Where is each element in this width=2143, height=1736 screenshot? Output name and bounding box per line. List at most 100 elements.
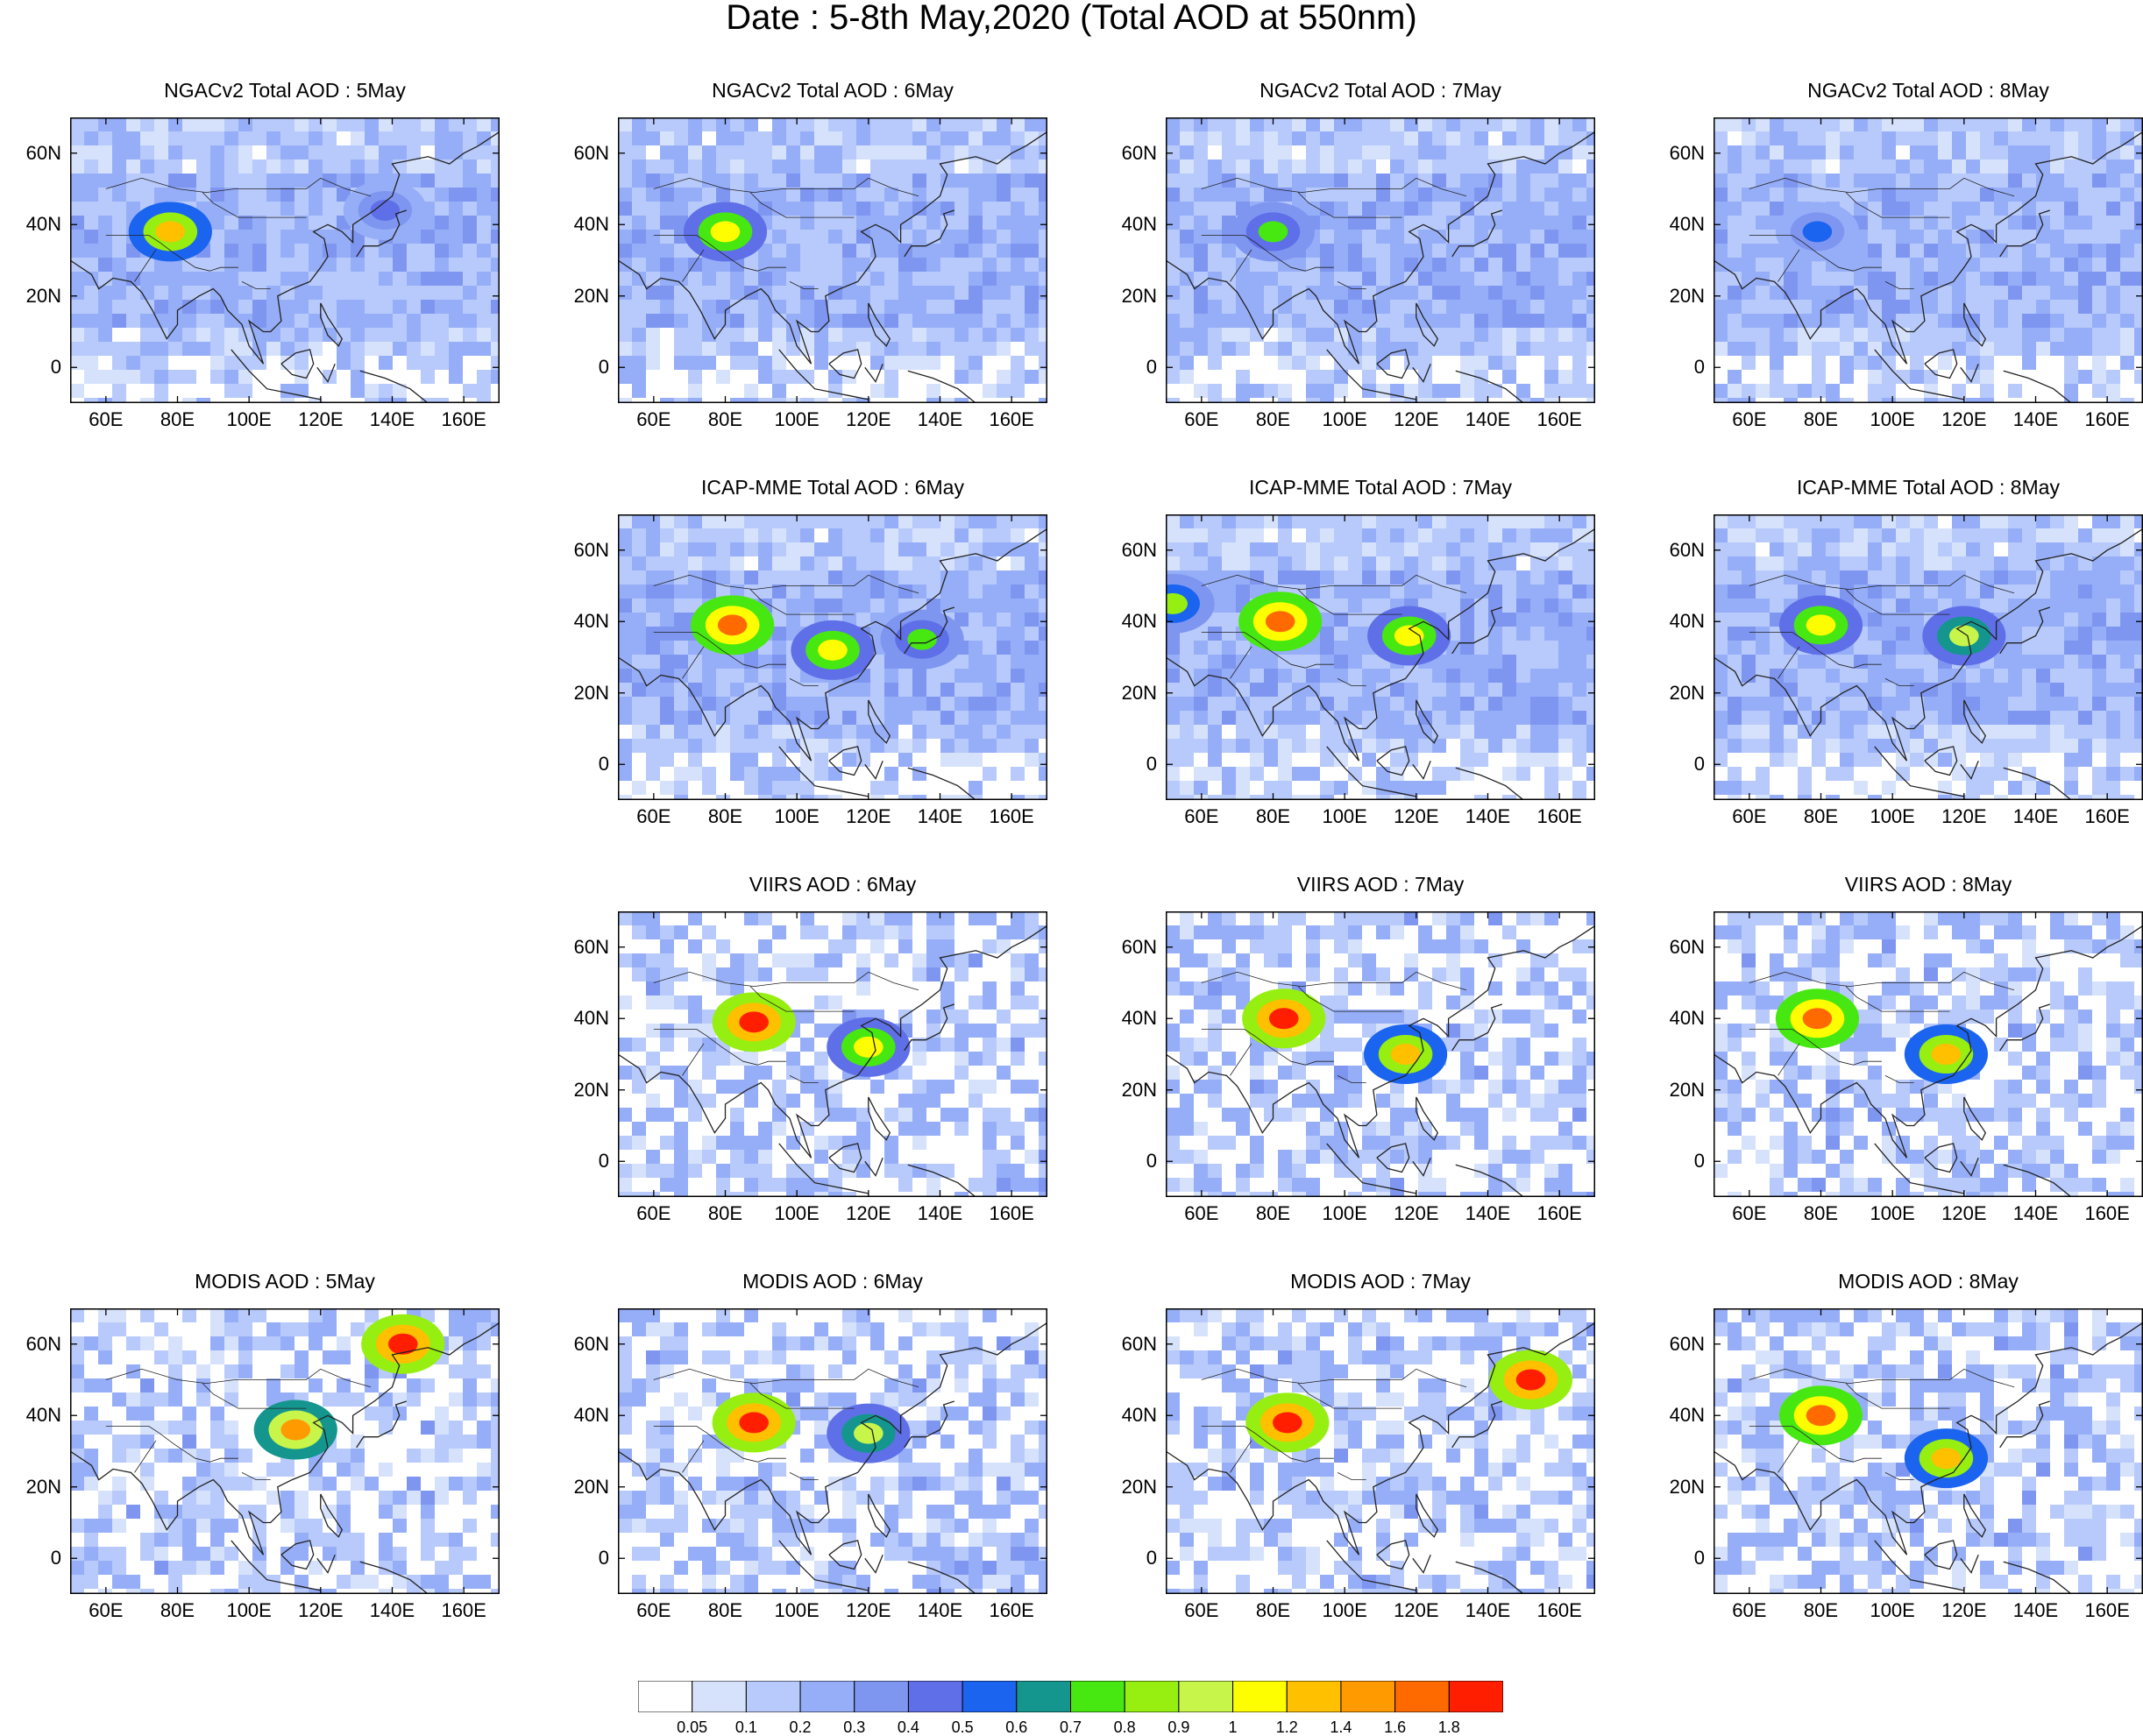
y-tick-label: 20N xyxy=(1652,684,1705,703)
aod-cell xyxy=(1376,117,1390,131)
aod-cell xyxy=(898,131,912,145)
aod-cell xyxy=(1728,514,1742,528)
aod-cell xyxy=(1446,328,1460,342)
aod-cell xyxy=(1166,202,1180,216)
aod-cell xyxy=(1530,528,1544,542)
aod-cell xyxy=(1952,131,1966,145)
aod-cell xyxy=(772,174,786,188)
aod-cell xyxy=(674,1178,688,1192)
aod-cell xyxy=(1460,342,1474,356)
aod-cell xyxy=(1544,216,1558,230)
aod-cell xyxy=(1474,356,1488,370)
aod-cell xyxy=(2008,131,2022,145)
aod-cell xyxy=(618,1108,632,1122)
aod-cell xyxy=(1418,328,1432,342)
aod-cell xyxy=(1348,570,1362,585)
aod-cell xyxy=(1924,739,1938,753)
aod-cell xyxy=(969,556,983,570)
aod-cell xyxy=(730,753,744,767)
aod-cell xyxy=(1362,145,1376,159)
aod-cell xyxy=(463,384,477,398)
aod-cell xyxy=(323,356,337,370)
aod-cell xyxy=(828,384,842,398)
aod-cell xyxy=(660,117,674,131)
aod-cell xyxy=(660,356,674,370)
aod-cell xyxy=(632,585,646,599)
aod-cell xyxy=(1208,767,1222,781)
aod-cell xyxy=(1222,725,1236,739)
aod-cell xyxy=(1180,314,1194,328)
aod-cell xyxy=(2092,514,2106,528)
aod-cell xyxy=(1516,258,1530,272)
aod-cell xyxy=(1924,230,1938,244)
aod-cell xyxy=(2036,272,2050,286)
aod-cell xyxy=(1812,314,1826,328)
aod-cell xyxy=(1516,230,1530,244)
aod-cell xyxy=(758,767,772,781)
aod-cell xyxy=(1362,230,1376,244)
aod-cell xyxy=(2106,781,2120,795)
aod-cell xyxy=(758,159,772,174)
aod-cell xyxy=(1011,711,1025,725)
aod-cell xyxy=(1966,753,1980,767)
aod-cell xyxy=(309,356,323,370)
aod-cell xyxy=(1376,300,1390,314)
aod-cell xyxy=(1362,711,1376,725)
aod-cell xyxy=(1334,286,1348,300)
aod-cell xyxy=(1446,356,1460,370)
x-tick-label: 120E xyxy=(834,807,904,826)
aod-cell xyxy=(2120,697,2134,711)
aod-cell xyxy=(1558,528,1572,542)
aod-cell xyxy=(1812,753,1826,767)
aod-cell xyxy=(730,556,744,570)
aod-cell xyxy=(407,314,421,328)
aod-cell xyxy=(997,244,1011,258)
aod-cell xyxy=(660,528,674,542)
aod-cell xyxy=(660,145,674,159)
aod-cell xyxy=(1910,739,1924,753)
aod-cell xyxy=(1798,272,1812,286)
aod-cell xyxy=(969,641,983,655)
aod-cell xyxy=(1376,230,1390,244)
aod-cell xyxy=(1306,356,1320,370)
aod-cell xyxy=(2120,174,2134,188)
aod-cell xyxy=(70,370,84,384)
aod-cell xyxy=(954,585,969,599)
aod-cell xyxy=(912,314,926,328)
aod-cell xyxy=(266,159,280,174)
aod-cell xyxy=(856,202,870,216)
aod-cell xyxy=(2120,117,2134,131)
aod-cell xyxy=(842,286,856,300)
aod-cell xyxy=(1840,767,1854,781)
aod-cell xyxy=(168,117,182,131)
aod-cell xyxy=(940,697,954,711)
aod-cell xyxy=(2106,230,2120,244)
aod-cell xyxy=(1502,542,1516,556)
aod-cell xyxy=(1714,117,1728,131)
aod-cell xyxy=(2092,174,2106,188)
aod-cell xyxy=(1896,272,1910,286)
aod-cell xyxy=(84,300,98,314)
aod-cell xyxy=(674,627,688,641)
aod-cell xyxy=(1882,599,1896,613)
aod-cell xyxy=(1714,131,1728,145)
aod-cell xyxy=(1980,230,1994,244)
aod-cell xyxy=(112,117,126,131)
aod-cell xyxy=(1362,244,1376,258)
aod-cell xyxy=(1390,159,1404,174)
aod-cell xyxy=(688,939,702,953)
aod-cell xyxy=(1432,286,1446,300)
aod-cell xyxy=(758,342,772,356)
aod-cell xyxy=(2008,145,2022,159)
aod-cell xyxy=(1924,272,1938,286)
aod-cell xyxy=(786,174,800,188)
aod-cell xyxy=(730,781,744,795)
aod-cell xyxy=(646,328,660,342)
aod-cell xyxy=(1952,258,1966,272)
aod-cell xyxy=(224,356,238,370)
aod-cell xyxy=(154,300,168,314)
aod-cell xyxy=(828,585,842,599)
aod-cell xyxy=(969,342,983,356)
aod-cell xyxy=(1208,159,1222,174)
